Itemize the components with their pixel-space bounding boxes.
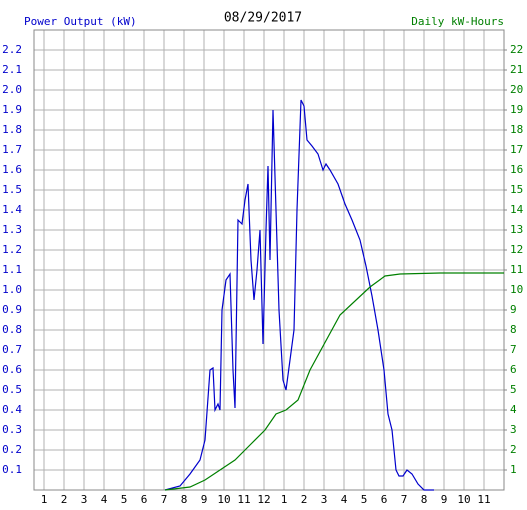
x-tick-label: 9	[441, 493, 448, 506]
y2-tick-label: 1	[510, 463, 517, 476]
y-tick-label: 2.2	[2, 43, 22, 56]
x-tick-label: 4	[341, 493, 348, 506]
series-line	[164, 272, 504, 491]
x-tick-label: 8	[421, 493, 428, 506]
y-tick-label: 0.2	[2, 443, 22, 456]
x-tick-label: 3	[81, 493, 88, 506]
y2-tick-label: 6	[510, 363, 517, 376]
y-tick-label: 1.1	[2, 263, 22, 276]
chart-title: 08/29/2017	[224, 11, 302, 26]
y-tick-label: 0.3	[2, 423, 22, 436]
y2-tick-label: 7	[510, 343, 517, 356]
x-tick-label: 3	[321, 493, 328, 506]
x-tick-label: 10	[457, 493, 470, 506]
y-tick-label: 2.0	[2, 83, 22, 96]
y-tick-label: 2.1	[2, 63, 22, 76]
y2-tick-label: 20	[510, 83, 523, 96]
y2-tick-label: 8	[510, 323, 517, 336]
y2-tick-label: 15	[510, 183, 523, 196]
y2-tick-label: 10	[510, 283, 523, 296]
y2-tick-label: 14	[510, 203, 524, 216]
x-tick-label: 4	[101, 493, 108, 506]
y-tick-label: 0.9	[2, 303, 22, 316]
y2-tick-label: 13	[510, 223, 523, 236]
x-tick-label: 10	[217, 493, 230, 506]
y-tick-label: 1.8	[2, 123, 22, 136]
x-tick-label: 5	[361, 493, 368, 506]
y-tick-label: 0.7	[2, 343, 22, 356]
x-tick-label: 7	[401, 493, 408, 506]
x-tick-label: 8	[181, 493, 188, 506]
x-tick-label: 11	[477, 493, 490, 506]
x-tick-label: 6	[381, 493, 388, 506]
y-tick-label: 1.0	[2, 283, 22, 296]
y2-tick-label: 3	[510, 423, 517, 436]
y-tick-label: 1.6	[2, 163, 22, 176]
x-tick-label: 11	[237, 493, 250, 506]
y-tick-label: 0.4	[2, 403, 22, 416]
y-tick-label: 1.7	[2, 143, 22, 156]
y2-tick-label: 4	[510, 403, 517, 416]
y2-tick-label: 16	[510, 163, 523, 176]
y-tick-label: 1.2	[2, 243, 22, 256]
y2-tick-label: 18	[510, 123, 523, 136]
x-tick-label: 2	[61, 493, 68, 506]
x-tick-label: 5	[121, 493, 128, 506]
y2-tick-label: 5	[510, 383, 517, 396]
y2-tick-label: 19	[510, 103, 523, 116]
y-tick-label: 0.1	[2, 463, 22, 476]
y2-tick-label: 9	[510, 303, 517, 316]
y-tick-label: 0.8	[2, 323, 22, 336]
y-tick-label: 0.5	[2, 383, 22, 396]
x-tick-label: 2	[301, 493, 308, 506]
y-tick-label: 1.5	[2, 183, 22, 196]
y2-tick-label: 11	[510, 263, 523, 276]
y-tick-label: 1.3	[2, 223, 22, 236]
y2-tick-label: 2	[510, 443, 517, 456]
x-tick-label: 1	[281, 493, 288, 506]
x-tick-label: 12	[257, 493, 270, 506]
y-tick-label: 1.9	[2, 103, 22, 116]
x-tick-label: 9	[201, 493, 208, 506]
x-tick-label: 6	[141, 493, 148, 506]
y2-tick-label: 22	[510, 43, 523, 56]
series-line	[164, 99, 434, 491]
y2-tick-label: 21	[510, 63, 523, 76]
y2-tick-label: 17	[510, 143, 523, 156]
x-tick-label: 7	[161, 493, 168, 506]
plot-border	[33, 29, 505, 491]
x-tick-label: 1	[41, 493, 48, 506]
y-tick-label: 1.4	[2, 203, 22, 216]
y-axis-label: Power Output (kW)	[24, 15, 137, 28]
y2-tick-label: 12	[510, 243, 523, 256]
y2-axis-label: Daily kW-Hours	[411, 15, 504, 28]
y-tick-label: 0.6	[2, 363, 22, 376]
